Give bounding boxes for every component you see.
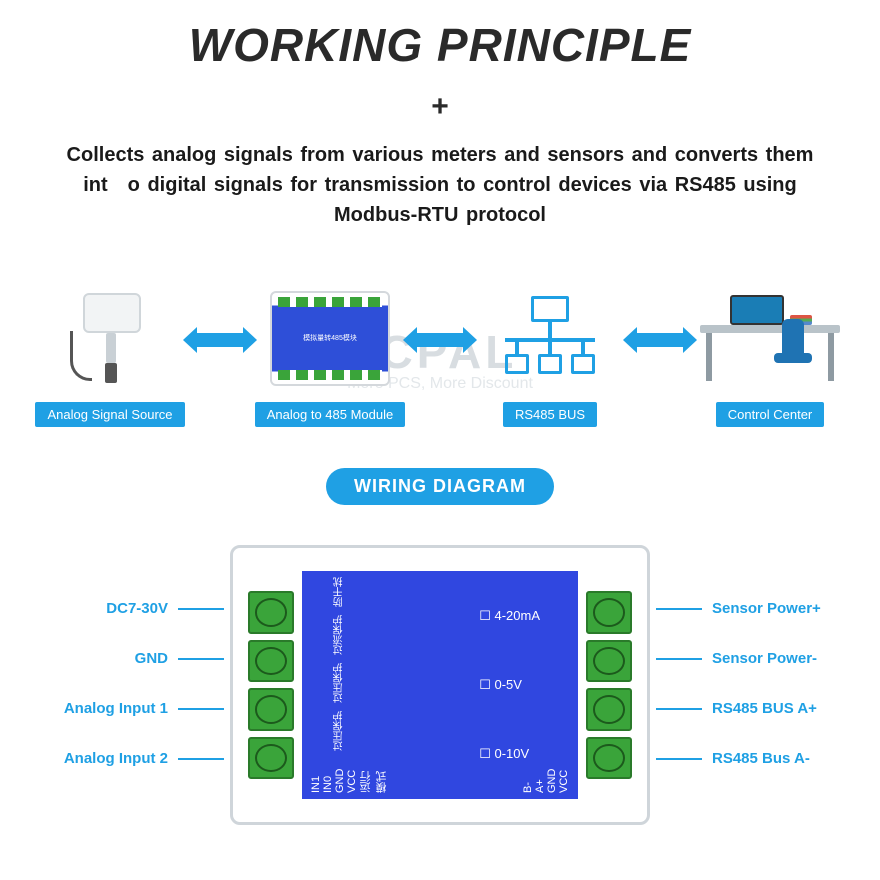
module-pcb: IN1IN0GNDVCC运行模式 过压保护过压保护过流保护防干扰 4-20mA0… (302, 571, 578, 799)
terminal-screw (586, 737, 632, 780)
pcb-silk-label: VCC (346, 577, 358, 793)
terminal-block-right (582, 585, 636, 785)
flow-label: Analog Signal Source (35, 402, 184, 427)
pcb-silk-label: 运行 (358, 577, 374, 793)
sensor-icon (40, 284, 180, 394)
page-title: WORKING PRINCIPLE (0, 18, 880, 72)
pin-label: Analog Input 2 (64, 750, 168, 767)
pcb-silk-label: 过压保护 (332, 663, 347, 703)
flow-item-source: Analog Signal Source (30, 284, 190, 427)
pcb-silk-label: A+ (534, 577, 546, 793)
pin-label: GND (135, 650, 168, 667)
control-center-icon (700, 284, 840, 394)
left-pin: Analog Input 1 (64, 700, 230, 717)
terminal-screw (248, 591, 294, 634)
pin-label: RS485 BUS A+ (712, 700, 817, 717)
flow-item-module: 模拟量转485模块 Analog to 485 Module (250, 284, 410, 427)
bus-icon (480, 284, 620, 394)
pin-label: DC7-30V (106, 600, 168, 617)
pcb-silk-label: 模式 (374, 577, 390, 793)
terminal-screw (248, 640, 294, 683)
flow-item-center: Control Center (690, 284, 850, 427)
flow-label: Control Center (716, 402, 825, 427)
description-text: Collects analog signals from various met… (60, 140, 820, 230)
plus-icon: + (0, 90, 880, 124)
pcb-silk-label: 过流保护 (332, 615, 347, 655)
pcb-silk-label: 防干扰 (332, 577, 347, 607)
terminal-screw (248, 688, 294, 731)
pcb-silk-label: GND (546, 577, 558, 793)
pin-label: Analog Input 1 (64, 700, 168, 717)
flow-item-bus: RS485 BUS (470, 284, 630, 427)
pin-label: Sensor Power+ (712, 600, 821, 617)
right-pin: Sensor Power+ (650, 600, 821, 617)
pin-label: Sensor Power- (712, 650, 817, 667)
right-pin: RS485 BUS A+ (650, 700, 817, 717)
flow-row: Analog Signal Source 模拟量转485模块 Analog to… (30, 260, 850, 450)
left-pin: GND (135, 650, 230, 667)
pcb-silk-label: IN1 (310, 577, 322, 793)
flow-label: RS485 BUS (503, 402, 597, 427)
flow-arrow-icon (417, 333, 463, 347)
pin-label: RS485 Bus A- (712, 750, 810, 767)
pcb-silk-label: VCC (558, 577, 570, 793)
right-pin: Sensor Power- (650, 650, 817, 667)
wiring-diagram: IN1IN0GNDVCC运行模式 过压保护过压保护过流保护防干扰 4-20mA0… (230, 545, 650, 825)
terminal-screw (586, 688, 632, 731)
terminal-block-left (244, 585, 298, 785)
right-pin: RS485 Bus A- (650, 750, 810, 767)
flow-arrow-icon (197, 333, 243, 347)
terminal-screw (248, 737, 294, 780)
terminal-screw (586, 591, 632, 634)
pcb-silk-label: 过压保护 (332, 711, 347, 751)
left-pin: DC7-30V (106, 600, 230, 617)
flow-label: Analog to 485 Module (255, 402, 405, 427)
module-icon: 模拟量转485模块 (260, 284, 400, 394)
left-pin: Analog Input 2 (64, 750, 230, 767)
pcb-silk-label: B- (522, 577, 534, 793)
flow-arrow-icon (637, 333, 683, 347)
terminal-screw (586, 640, 632, 683)
wiring-diagram-badge: WIRING DIAGRAM (326, 468, 554, 505)
